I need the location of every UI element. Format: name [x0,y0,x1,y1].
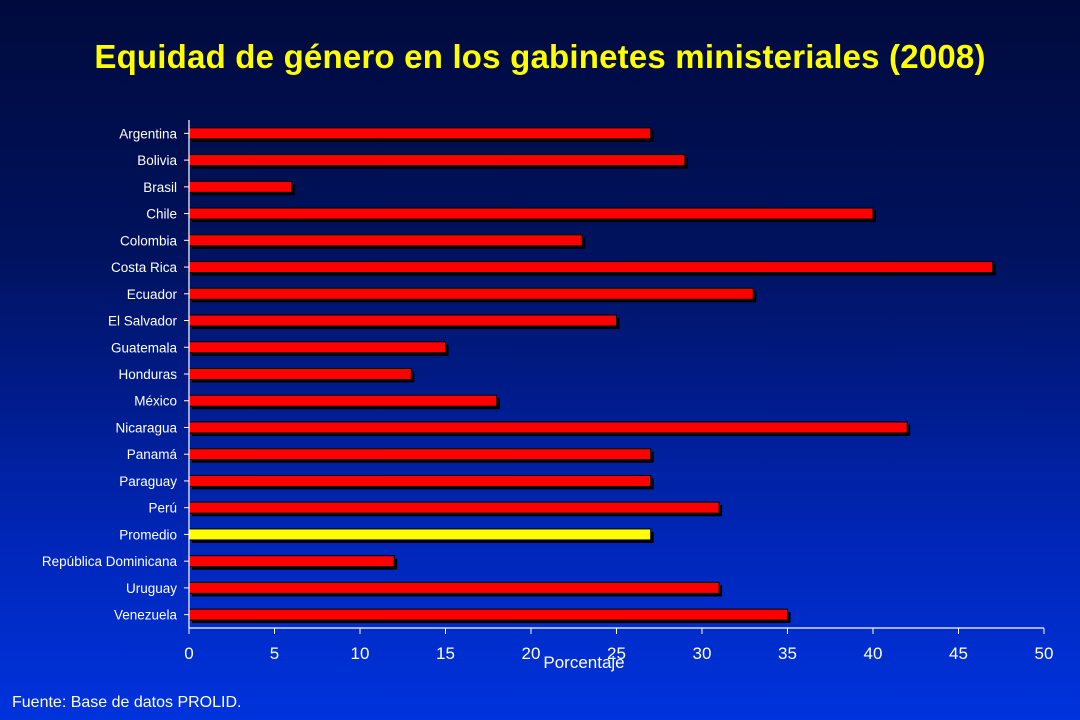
axes-layer [184,120,1045,634]
bar-venezuela [188,608,788,621]
bar-honduras [188,368,412,380]
category-label: Chile [146,207,177,222]
bar-costa-rica [188,261,994,274]
category-label: El Salvador [108,314,178,329]
x-tick-label: 45 [949,644,968,663]
bar-colombia [188,234,583,247]
category-label: República Dominicana [42,554,178,569]
category-label: Costa Rica [111,260,178,275]
bar-nicaragua [188,421,908,434]
category-label: Guatemala [111,340,178,355]
category-label: Perú [148,501,177,516]
x-tick-label: 15 [436,644,455,663]
bar-brasil [188,180,293,193]
category-label: Panamá [127,447,178,462]
x-tick-label: 10 [351,644,370,663]
category-label: Paraguay [119,474,177,489]
bar-promedio [188,528,652,541]
chart-title: Equidad de género en los gabinetes minis… [94,38,986,75]
labels-layer: Argentina Bolivia Brasil Chile Colombia Costa… [42,126,1054,672]
x-tick-label: 0 [184,644,193,663]
x-tick-label: 20 [522,644,541,663]
category-label: Ecuador [127,287,178,302]
category-label: Colombia [120,233,178,248]
x-tick-label: 35 [778,644,797,663]
x-axis-title: Porcentaje [543,653,624,672]
source-note: Fuente: Base de datos PROLID. [12,694,242,711]
bar-panamá [188,448,652,461]
bar-perú [188,501,720,514]
bar-chile [188,207,874,220]
bar-guatemala [188,341,446,354]
x-tick-label: 40 [864,644,883,663]
category-label: Bolivia [137,153,177,168]
category-label: Honduras [118,367,177,382]
bar-bolivia [188,154,686,167]
category-label: Venezuela [114,608,178,623]
bar-república-dominicana [188,555,395,568]
category-label: Nicaragua [115,420,177,435]
bar-ecuador [188,287,754,300]
bar-méxico [188,394,498,407]
x-tick-label: 30 [693,644,712,663]
category-label: Brasil [143,180,177,195]
bar-uruguay [188,581,720,594]
x-tick-label: 5 [270,644,279,663]
x-tick-label: 25 [607,644,626,663]
x-tick-label: 50 [1035,644,1054,663]
category-label: Promedio [119,527,177,542]
bars-layer [188,127,996,624]
bar-argentina [188,127,652,140]
category-label: Argentina [119,126,177,141]
bar-paraguay [188,474,652,487]
category-label: Uruguay [126,581,177,596]
category-label: México [134,394,177,409]
bar-el-salvador [188,314,617,327]
